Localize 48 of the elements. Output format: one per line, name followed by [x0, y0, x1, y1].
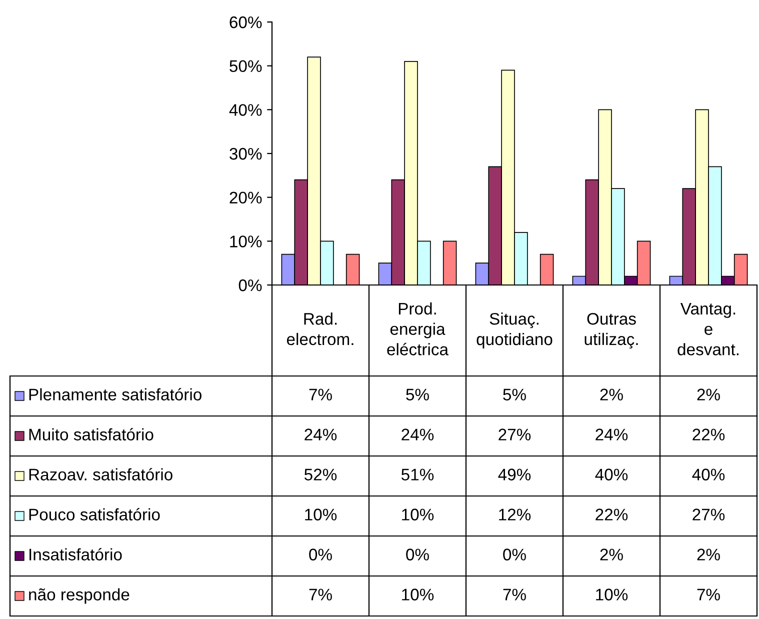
- x-tick-label: Vantag. e desvant.: [678, 302, 738, 356]
- legend-label: Razoav. satisfatório: [29, 468, 172, 480]
- data-label: 40%: [692, 468, 725, 480]
- data-label: 5%: [503, 388, 526, 400]
- data-label: 5%: [406, 388, 429, 400]
- data-label: 10%: [596, 588, 628, 600]
- data-label: 2%: [697, 548, 720, 560]
- data-label: 40%: [595, 468, 628, 480]
- y-tick-label: 40%: [229, 104, 262, 116]
- x-tick-label: Prod. energia eléctrica: [387, 302, 449, 356]
- data-label: 12%: [499, 508, 531, 520]
- x-tick-label: Outras utilizaç.: [584, 312, 638, 348]
- data-label: 27%: [692, 508, 725, 520]
- data-label: 10%: [402, 508, 434, 520]
- legend-label: Plenamente satisfatório: [29, 388, 202, 400]
- data-label: 22%: [596, 508, 628, 520]
- legend-label: Insatisfatório: [30, 548, 122, 560]
- y-tick-label: 30%: [230, 148, 262, 160]
- y-tick-label: 10%: [230, 236, 262, 248]
- y-tick-label: 60%: [230, 16, 262, 28]
- data-label: 24%: [304, 428, 337, 440]
- data-label: 27%: [498, 428, 531, 440]
- data-label: 7%: [503, 588, 526, 600]
- data-label: 7%: [309, 388, 332, 400]
- data-label: 0%: [309, 548, 332, 560]
- data-label: 52%: [304, 468, 337, 480]
- x-tick-label: Rad. electrom.: [286, 312, 354, 346]
- data-label: 2%: [600, 388, 623, 400]
- data-label: 24%: [596, 428, 628, 440]
- data-label: 7%: [697, 588, 720, 600]
- data-label: 49%: [498, 468, 531, 480]
- legend-label: Muito satisfatório: [29, 428, 154, 440]
- data-label: 10%: [402, 588, 434, 600]
- data-label: 22%: [692, 428, 725, 440]
- data-label: 24%: [402, 428, 434, 440]
- y-tick-label: 50%: [230, 60, 262, 72]
- x-tick-label: Situaç. quotidiano: [476, 312, 552, 348]
- legend-label: não responde: [29, 588, 130, 604]
- data-label: 2%: [600, 548, 623, 560]
- data-label: 0%: [503, 548, 526, 560]
- data-label: 51%: [401, 468, 434, 480]
- data-label: 10%: [305, 508, 337, 520]
- data-label: 7%: [309, 588, 332, 600]
- data-label: 0%: [406, 548, 429, 560]
- y-tick-label: 0%: [238, 279, 262, 292]
- y-tick-label: 20%: [230, 192, 262, 204]
- legend-label: Pouco satisfatório: [29, 508, 160, 520]
- data-label: 2%: [697, 388, 720, 400]
